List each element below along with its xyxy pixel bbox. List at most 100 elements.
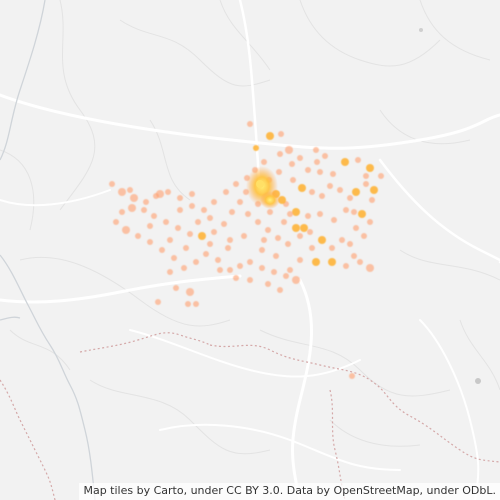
heat-point	[289, 161, 295, 167]
heat-point	[253, 145, 259, 151]
heat-point	[247, 277, 253, 283]
heat-point	[317, 169, 323, 175]
heat-point	[259, 265, 265, 271]
heat-point	[366, 164, 374, 172]
minor-lines	[0, 0, 500, 455]
heat-point	[118, 188, 126, 196]
heat-point	[343, 263, 349, 269]
heat-point	[181, 265, 187, 271]
heat-point	[227, 237, 233, 243]
heat-point	[147, 223, 153, 229]
heat-point	[367, 219, 373, 225]
heat-point	[277, 287, 283, 293]
heat-point	[351, 209, 357, 215]
heat-point	[366, 264, 374, 272]
heat-point	[267, 209, 273, 215]
heat-point	[307, 229, 313, 235]
heat-point	[233, 181, 239, 187]
heat-point	[322, 153, 328, 159]
heat-point	[287, 211, 293, 217]
heat-point	[198, 232, 206, 240]
rivers	[0, 0, 96, 500]
heat-point	[353, 225, 359, 231]
heat-point	[259, 247, 265, 253]
heat-point	[355, 157, 361, 163]
heat-point	[221, 221, 227, 227]
heat-point	[113, 219, 119, 225]
heat-point	[265, 281, 271, 287]
heat-point	[189, 203, 195, 209]
heat-point	[266, 132, 274, 140]
heat-point	[278, 131, 284, 137]
heatmap-layer	[109, 121, 384, 379]
heat-point	[300, 224, 308, 232]
heat-point	[156, 190, 164, 198]
heat-point	[171, 255, 177, 261]
heat-point	[290, 177, 296, 183]
heat-point	[229, 209, 235, 215]
heat-point	[347, 241, 353, 247]
heat-point	[327, 183, 333, 189]
heat-point	[318, 236, 326, 244]
heat-point	[351, 253, 357, 259]
heat-point	[195, 219, 201, 225]
heat-point	[287, 267, 293, 273]
heat-point	[309, 189, 315, 195]
heat-point	[159, 247, 165, 253]
heat-point	[271, 269, 277, 275]
heat-core	[256, 180, 264, 188]
heat-point	[225, 245, 231, 251]
heat-point	[227, 267, 233, 273]
heat-point	[378, 173, 384, 179]
heat-point	[175, 225, 181, 231]
heat-point	[358, 210, 366, 218]
heat-point	[369, 197, 375, 203]
heat-point	[237, 199, 243, 205]
heat-point	[313, 147, 319, 153]
heat-point	[292, 208, 300, 216]
heat-point	[207, 215, 213, 221]
heat-point	[363, 181, 369, 187]
heat-point	[305, 167, 311, 173]
heat-point	[352, 188, 360, 196]
heat-point	[370, 186, 378, 194]
heat-point	[343, 207, 349, 213]
heat-point	[337, 187, 343, 193]
heat-point	[265, 227, 271, 233]
heat-point	[147, 239, 153, 245]
heat-point	[329, 245, 335, 251]
map-point-marker	[419, 28, 423, 32]
heat-point	[247, 259, 253, 265]
heat-point	[185, 301, 191, 307]
heat-point	[349, 373, 355, 379]
heat-point	[119, 209, 125, 215]
map-attribution[interactable]: Map tiles by Carto, under CC BY 3.0. Dat…	[79, 483, 500, 500]
heat-point	[247, 121, 253, 127]
heat-point	[275, 235, 281, 241]
heat-point	[273, 253, 279, 259]
heat-point	[151, 213, 157, 219]
heat-point	[277, 151, 283, 157]
heat-point	[143, 199, 149, 205]
heat-point	[331, 217, 337, 223]
heat-point	[347, 195, 353, 201]
heat-point	[193, 259, 199, 265]
heat-hotspot	[260, 191, 280, 209]
heat-point	[165, 189, 171, 195]
heat-point	[292, 276, 300, 284]
heat-point	[297, 155, 303, 161]
heat-point	[177, 207, 183, 213]
heat-point	[305, 213, 311, 219]
map-point-marker	[475, 378, 481, 384]
heat-point	[285, 241, 291, 247]
heat-point	[183, 245, 189, 251]
heat-point	[173, 285, 179, 291]
heat-point	[363, 173, 369, 179]
heat-point	[141, 207, 147, 213]
heat-point	[328, 258, 336, 266]
heat-point	[203, 251, 209, 257]
heat-point	[309, 245, 315, 251]
heat-point	[201, 207, 207, 213]
